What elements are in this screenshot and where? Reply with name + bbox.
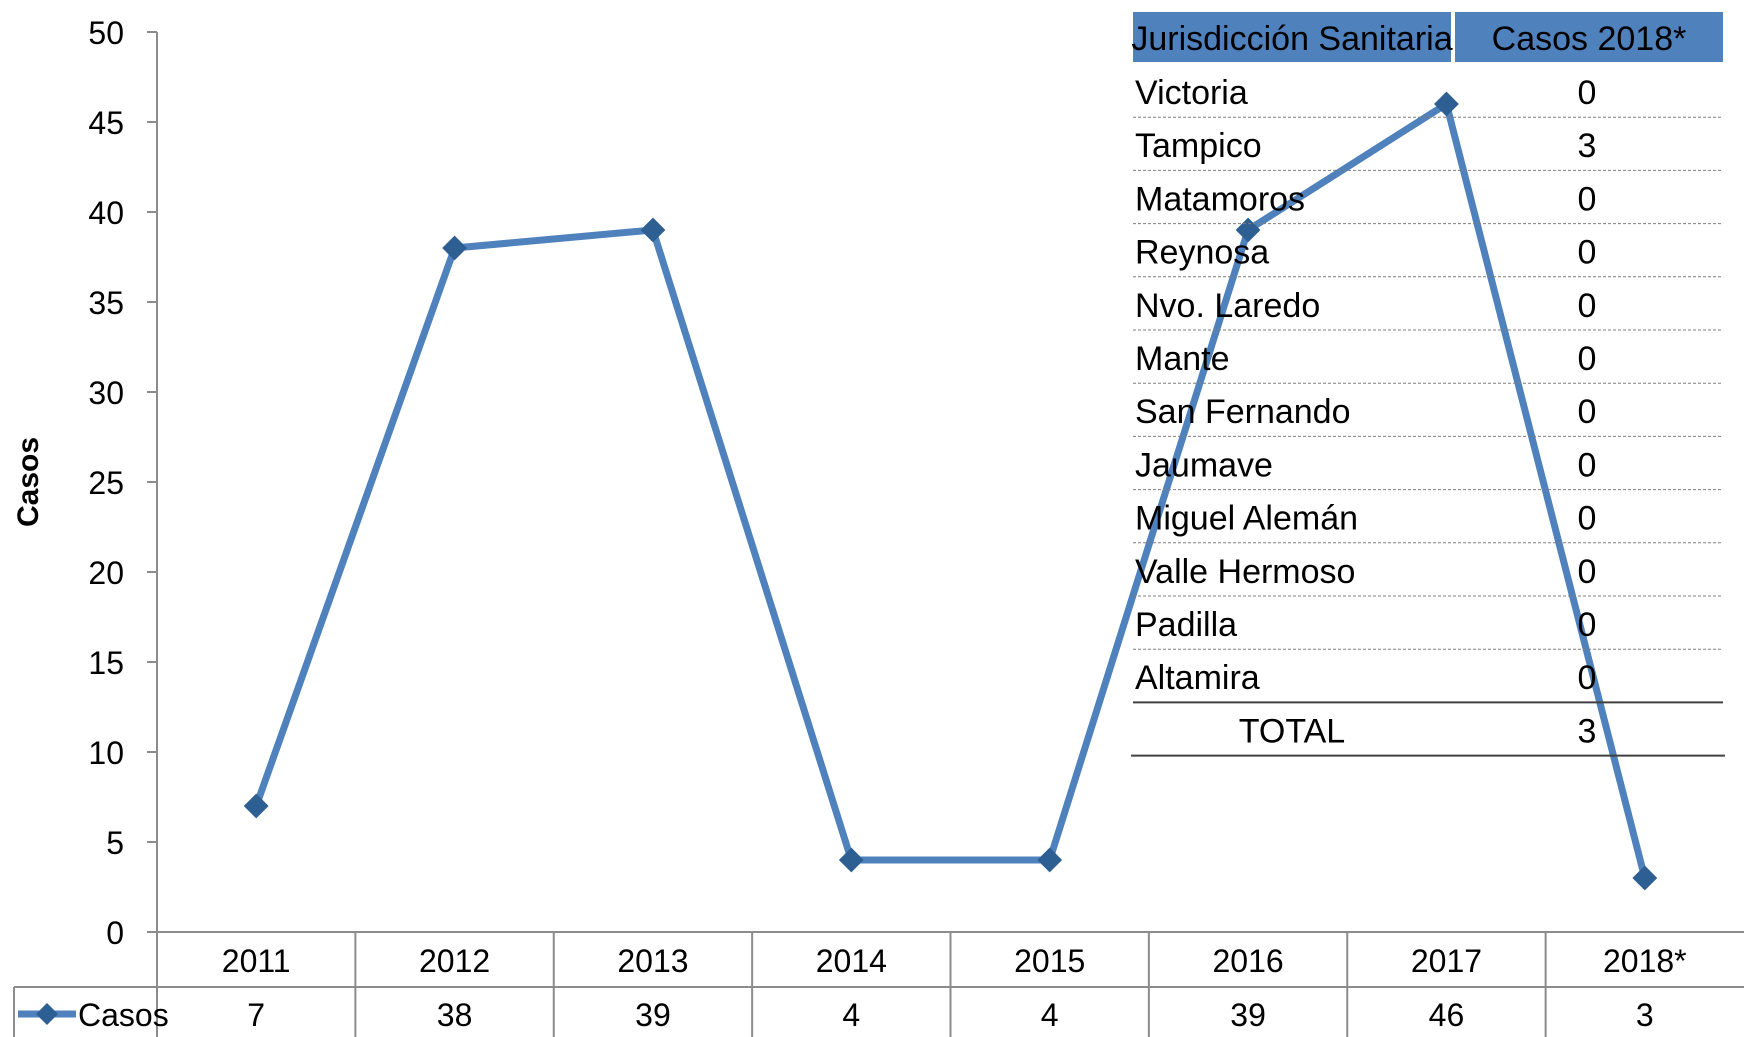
y-tick-label: 10 [88,735,124,771]
inset-row-value: 0 [1578,234,1597,272]
x-tick-label: 2012 [419,943,490,979]
series-line-casos [256,104,1645,878]
y-axis-ticks: 0 5 10 15 20 25 30 35 40 45 50 [88,15,157,951]
data-table-value: 3 [1636,997,1654,1033]
legend-label-casos: Casos [78,997,169,1033]
x-tick-label: 2015 [1014,943,1085,979]
inset-row-value: 0 [1578,659,1597,697]
data-point-marker [1039,849,1061,871]
y-tick-label: 0 [106,915,124,951]
inset-row-value: 0 [1578,446,1597,484]
inset-row-name: Miguel Alemán [1135,500,1358,538]
inset-row-value: 0 [1578,287,1597,325]
y-tick-label: 5 [106,825,124,861]
inset-row-value: 0 [1578,74,1597,112]
data-point-marker [1634,867,1656,889]
inset-row-name: Padilla [1135,606,1237,644]
inset-row-value: 0 [1578,553,1597,591]
inset-row-value: 0 [1578,393,1597,431]
inset-row-name: Mante [1135,340,1230,378]
data-table-value: 38 [437,997,473,1033]
data-table-value: 4 [842,997,860,1033]
inset-header-label: Casos 2018* [1492,20,1687,58]
inset-row-name: Victoria [1135,74,1248,112]
inset-total-value: 3 [1578,712,1597,750]
inset-row-name: Jaumave [1135,446,1273,484]
data-table-value: 46 [1429,997,1465,1033]
data-point-marker [245,795,267,817]
inset-total-label: TOTAL [1239,712,1345,750]
x-tick-label: 2018* [1603,943,1687,979]
data-table-value: 4 [1041,997,1059,1033]
inset-row-name: Valle Hermoso [1135,553,1355,591]
x-tick-label: 2013 [617,943,688,979]
y-tick-label: 30 [88,375,124,411]
inset-table: Jurisdicción Sanitaria Casos 2018* Victori… [1131,12,1725,756]
data-point-marker [840,849,862,871]
data-point-marker [444,237,466,259]
y-tick-label: 50 [88,15,124,51]
inset-row-name: Nvo. Laredo [1135,287,1320,325]
data-table-value: 39 [635,997,671,1033]
y-tick-label: 20 [88,555,124,591]
data-table: Casos 7 38 39 4 4 39 46 3 [18,997,1654,1033]
inset-header-label: Jurisdicción Sanitaria [1131,20,1452,58]
x-tick-label: 2016 [1212,943,1283,979]
x-tick-label: 2017 [1411,943,1482,979]
y-tick-label: 15 [88,645,124,681]
data-table-value: 39 [1230,997,1266,1033]
inset-row-name: Reynosa [1135,234,1269,272]
inset-row-value: 0 [1578,500,1597,538]
chart-axes [14,32,1744,1037]
legend-key-casos [18,1003,76,1025]
inset-row-name: Tampico [1135,127,1262,165]
inset-row-name: San Fernando [1135,393,1351,431]
y-tick-label: 35 [88,285,124,321]
inset-row-value: 0 [1578,180,1597,218]
x-tick-label: 2011 [222,943,291,979]
inset-row-value: 0 [1578,340,1597,378]
y-tick-label: 40 [88,195,124,231]
series-casos [245,93,1656,889]
x-axis-categories: 2011 2012 2013 2014 2015 2016 2017 2018* [222,943,1687,979]
inset-row-value: 3 [1578,127,1597,165]
data-point-marker [642,219,664,241]
data-table-value: 7 [247,997,265,1033]
inset-row-name: Altamira [1135,659,1260,697]
inset-row-value: 0 [1578,606,1597,644]
inset-row-name: Matamoros [1135,180,1305,218]
legend-marker [36,1003,58,1025]
y-axis-title: Casos [12,437,45,527]
y-tick-label: 25 [88,465,124,501]
y-tick-label: 45 [88,105,124,141]
x-tick-label: 2014 [816,943,887,979]
